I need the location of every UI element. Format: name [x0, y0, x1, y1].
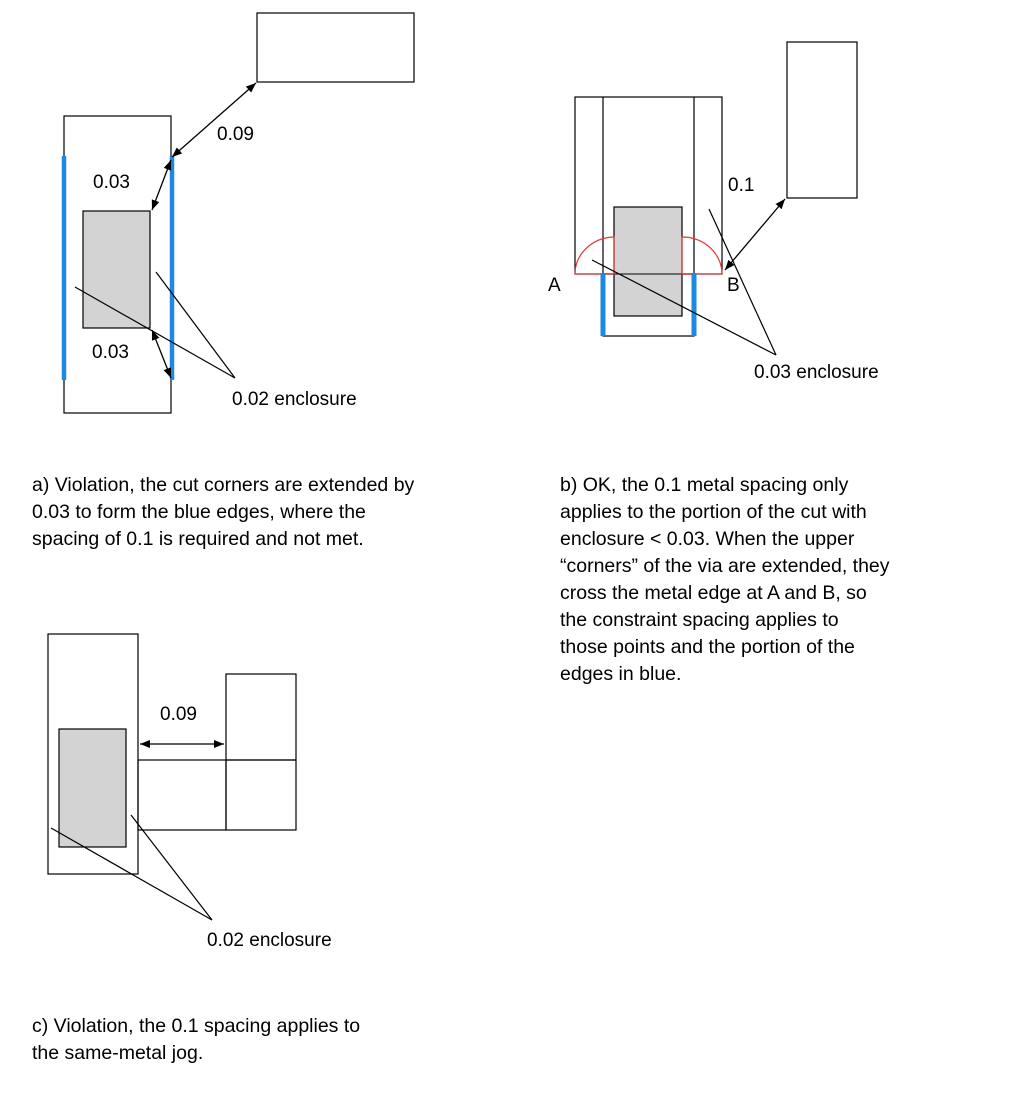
spacing-label-c: 0.09: [160, 704, 197, 725]
diagram-c: 0.09 0.02 enclosure: [47, 633, 332, 951]
caption-c-line: c) Violation, the 0.1 spacing applies to: [32, 1015, 361, 1037]
via-cut-c: [58, 728, 127, 848]
leader-line-b-1: [591, 259, 777, 356]
caption-a: a) Violation, the cut corners are extend…: [32, 472, 502, 553]
neighbor-metal-b: [786, 41, 858, 199]
lower-enclosure-arrow-a: [151, 329, 172, 379]
spacing-label-b: 0.1: [728, 175, 754, 196]
spacing-label-a: 0.09: [217, 124, 254, 145]
metal-rect-c: [47, 633, 139, 875]
red-arc-left-b: [574, 236, 615, 275]
caption-b-line: applies to the portion of the cut with: [560, 501, 867, 523]
caption-b-line: b) OK, the 0.1 metal spacing only: [560, 474, 849, 496]
caption-b-line: cross the metal edge at A and B, so: [560, 582, 867, 604]
diagram-b: 0.1 A B 0.03 enclosure: [548, 41, 879, 383]
spacing-arrow-a: [171, 82, 257, 158]
leader-line-a-2: [155, 271, 236, 379]
enclosure-label-a: 0.02 enclosure: [232, 389, 357, 410]
caption-b-line: edges in blue.: [560, 663, 682, 685]
caption-a-line: 0.03 to form the blue edges, where the: [32, 501, 366, 523]
via-cut-b: [613, 206, 683, 317]
via-cut-a: [82, 210, 151, 329]
lower-enclosure-label-a: 0.03: [92, 342, 129, 363]
leader-line-c-2: [130, 814, 213, 921]
point-a-label: A: [548, 275, 561, 296]
caption-b-line: enclosure < 0.03. When the upper: [560, 528, 855, 550]
caption-b-line: the constraint spacing applies to: [560, 609, 839, 631]
neighbor-metal-a: [256, 12, 415, 83]
jog-metal-bottom-c: [225, 759, 297, 831]
spacing-arrow-b: [724, 198, 786, 271]
jog-metal-top-c: [225, 673, 297, 761]
red-arc-right-b: [681, 236, 723, 275]
diagram-a: 0.09 0.03 0.03 0.02 enclosure: [61, 12, 415, 414]
caption-c: c) Violation, the 0.1 spacing applies to…: [32, 1013, 452, 1067]
caption-b: b) OK, the 0.1 metal spacing only applie…: [560, 472, 990, 688]
point-b-label: B: [727, 275, 740, 296]
connector-metal-c: [137, 759, 227, 831]
leader-line-a-1: [74, 286, 236, 379]
leader-line-c-1: [50, 827, 213, 921]
upper-enclosure-label-a: 0.03: [93, 172, 130, 193]
enclosure-label-b: 0.03 enclosure: [754, 362, 879, 383]
caption-a-line: a) Violation, the cut corners are extend…: [32, 474, 415, 496]
enclosure-label-c: 0.02 enclosure: [207, 930, 332, 951]
upper-enclosure-arrow-a: [151, 159, 172, 211]
caption-b-line: those points and the portion of the: [560, 636, 855, 658]
caption-a-line: spacing of 0.1 is required and not met.: [32, 528, 364, 550]
leader-line-b-2: [708, 208, 777, 356]
caption-b-line: “corners” of the via are extended, they: [560, 555, 890, 577]
caption-c-line: the same-metal jog.: [32, 1042, 204, 1064]
